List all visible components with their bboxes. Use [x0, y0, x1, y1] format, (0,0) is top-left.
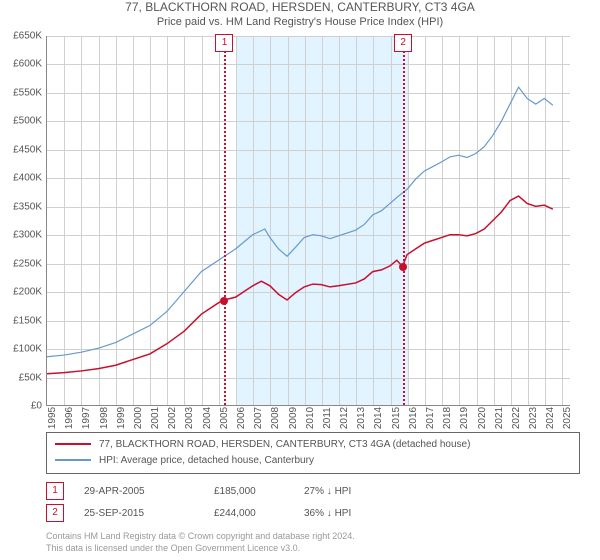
- x-axis-label: 2010: [305, 407, 316, 429]
- legend-item: 77, BLACKTHORN ROAD, HERSDEN, CANTERBURY…: [55, 437, 571, 453]
- legend-label: HPI: Average price, detached house, Cant…: [99, 455, 314, 466]
- y-axis-label: £0: [31, 401, 42, 412]
- event-marker-line: [224, 36, 226, 405]
- x-axis-label: 2006: [236, 407, 247, 429]
- data-point: [399, 263, 407, 271]
- x-axis-label: 2017: [425, 407, 436, 429]
- y-axis-label: £600K: [13, 59, 42, 70]
- series-hpi-canterbury: [47, 87, 553, 357]
- x-axis-label: 1998: [99, 407, 110, 429]
- page-title: 77, BLACKTHORN ROAD, HERSDEN, CANTERBURY…: [0, 0, 600, 14]
- y-axis-label: £650K: [13, 31, 42, 42]
- series-subject-property: [47, 196, 553, 374]
- x-axis-label: 2018: [442, 407, 453, 429]
- x-axis-label: 2019: [459, 407, 470, 429]
- y-axis-label: £200K: [13, 287, 42, 298]
- legend: 77, BLACKTHORN ROAD, HERSDEN, CANTERBURY…: [46, 432, 580, 474]
- x-axis-label: 2021: [494, 407, 505, 429]
- x-axis-label: 2007: [253, 407, 264, 429]
- event-marker-badge: 1: [215, 34, 233, 52]
- chart-svg: [47, 36, 570, 405]
- event-price: £244,000: [214, 508, 304, 519]
- y-axis-label: £400K: [13, 173, 42, 184]
- x-axis-label: 2022: [511, 407, 522, 429]
- x-axis-label: 2016: [408, 407, 419, 429]
- x-axis-label: 2001: [150, 407, 161, 429]
- event-marker-badge: 2: [394, 34, 412, 52]
- y-axis-label: £500K: [13, 116, 42, 127]
- event-price: £185,000: [214, 486, 304, 497]
- event-badge: 1: [46, 482, 64, 500]
- event-vs-hpi: 27% ↓ HPI: [304, 486, 351, 497]
- page-subtitle: Price paid vs. HM Land Registry's House …: [0, 16, 600, 28]
- x-axis-label: 2005: [219, 407, 230, 429]
- data-point: [220, 297, 228, 305]
- x-axis-label: 2002: [167, 407, 178, 429]
- x-axis-label: 2004: [202, 407, 213, 429]
- events-table: 1 29-APR-2005£185,00027% ↓ HPI 2 25-SEP-201…: [46, 482, 580, 522]
- y-axis-label: £550K: [13, 87, 42, 98]
- legend-label: 77, BLACKTHORN ROAD, HERSDEN, CANTERBURY…: [99, 439, 470, 450]
- x-axis-label: 2023: [528, 407, 539, 429]
- y-axis-label: £100K: [13, 344, 42, 355]
- y-axis-label: £50K: [19, 372, 42, 383]
- x-axis-label: 2009: [288, 407, 299, 429]
- x-axis-label: 1995: [47, 407, 58, 429]
- x-axis-label: 2008: [270, 407, 281, 429]
- footnote: Contains HM Land Registry data © Crown c…: [46, 530, 580, 554]
- event-row: 1 29-APR-2005£185,00027% ↓ HPI: [46, 482, 580, 500]
- chart-area: £0£50K£100K£150K£200K£250K£300K£350K£400…: [46, 36, 570, 406]
- y-axis-label: £450K: [13, 144, 42, 155]
- x-axis-label: 2014: [373, 407, 384, 429]
- x-axis-label: 1999: [116, 407, 127, 429]
- event-date: 25-SEP-2015: [84, 508, 214, 519]
- y-axis-label: £150K: [13, 315, 42, 326]
- event-badge: 2: [46, 504, 64, 522]
- legend-item: HPI: Average price, detached house, Cant…: [55, 453, 571, 469]
- x-axis-label: 2003: [184, 407, 195, 429]
- legend-swatch: [55, 459, 91, 461]
- y-axis-label: £250K: [13, 258, 42, 269]
- x-axis-label: 1996: [64, 407, 75, 429]
- event-marker-line: [403, 36, 405, 405]
- x-axis-label: 2025: [562, 407, 573, 429]
- x-axis-label: 2013: [356, 407, 367, 429]
- x-axis-label: 2020: [477, 407, 488, 429]
- event-vs-hpi: 36% ↓ HPI: [304, 508, 351, 519]
- footnote-line: Contains HM Land Registry data © Crown c…: [46, 530, 580, 542]
- legend-swatch: [55, 443, 91, 445]
- x-axis-label: 2011: [322, 407, 333, 429]
- x-axis-label: 1997: [81, 407, 92, 429]
- event-row: 2 25-SEP-2015£244,00036% ↓ HPI: [46, 504, 580, 522]
- y-axis-label: £350K: [13, 201, 42, 212]
- event-date: 29-APR-2005: [84, 486, 214, 497]
- x-axis-label: 2024: [545, 407, 556, 429]
- x-axis-label: 2015: [391, 407, 402, 429]
- footnote-line: This data is licensed under the Open Gov…: [46, 542, 580, 554]
- x-axis-label: 2012: [339, 407, 350, 429]
- y-axis-label: £300K: [13, 230, 42, 241]
- x-axis-label: 2000: [133, 407, 144, 429]
